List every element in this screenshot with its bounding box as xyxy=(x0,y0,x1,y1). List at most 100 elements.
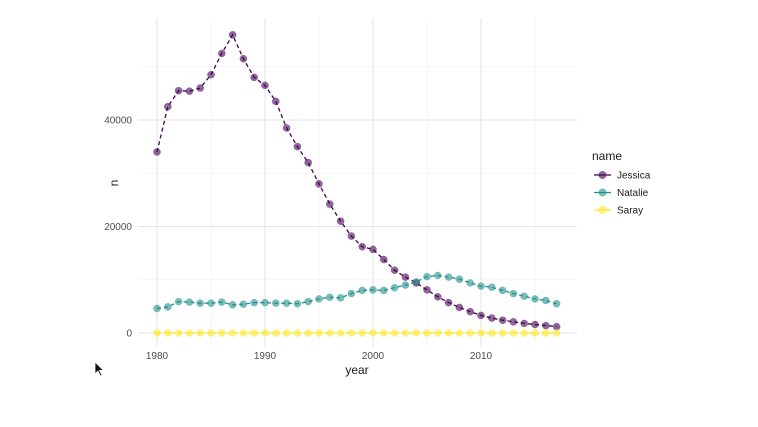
data-point-jessica xyxy=(498,316,507,325)
data-point-jessica xyxy=(239,54,248,63)
data-point-natalie xyxy=(347,289,356,298)
data-point-jessica xyxy=(466,307,475,316)
data-point-saray xyxy=(531,329,539,337)
data-point-natalie xyxy=(358,286,367,295)
data-point-jessica xyxy=(401,273,410,281)
data-point-natalie xyxy=(520,292,529,301)
data-point-natalie xyxy=(304,297,313,306)
data-point-saray xyxy=(315,329,323,337)
data-point-saray xyxy=(239,329,248,337)
data-point-natalie xyxy=(261,298,269,307)
data-point-saray xyxy=(336,329,345,337)
series-layer xyxy=(153,30,561,337)
data-point-natalie xyxy=(239,300,248,309)
data-point-jessica xyxy=(271,97,280,106)
data-point-saray xyxy=(261,329,269,337)
data-point-jessica xyxy=(304,158,313,167)
series-line-jessica xyxy=(156,33,557,328)
data-point-saray xyxy=(207,329,215,337)
data-point-jessica xyxy=(196,84,205,92)
data-point-jessica xyxy=(509,317,518,326)
data-point-jessica xyxy=(379,255,388,264)
data-point-jessica xyxy=(390,266,399,275)
data-point-saray xyxy=(455,329,464,337)
legend-title: name xyxy=(592,149,622,163)
data-point-saray xyxy=(487,329,496,337)
data-point-jessica xyxy=(423,286,431,294)
data-point-saray xyxy=(412,329,421,337)
data-point-natalie xyxy=(250,298,259,307)
legend-items: Jessica Natalie Saray xyxy=(594,171,651,217)
data-point-saray xyxy=(423,329,431,337)
data-point-jessica xyxy=(185,87,194,96)
data-point-jessica xyxy=(552,322,561,331)
legend-label: Saray xyxy=(617,206,643,217)
data-point-natalie xyxy=(455,275,464,284)
data-point-jessica xyxy=(520,319,529,328)
data-point-saray xyxy=(477,329,485,337)
data-point-saray xyxy=(379,329,388,337)
data-point-saray xyxy=(347,329,356,337)
data-point-natalie xyxy=(271,299,280,308)
data-point-natalie xyxy=(282,299,291,308)
data-point-jessica xyxy=(282,124,291,132)
data-point-jessica xyxy=(347,232,356,240)
data-point-natalie xyxy=(541,296,550,305)
data-point-saray xyxy=(293,329,302,337)
data-point-natalie xyxy=(228,300,237,309)
data-point-natalie xyxy=(423,272,431,281)
data-point-natalie xyxy=(174,297,183,306)
y-tick-label: 40000 xyxy=(104,116,132,127)
legend-item-jessica: Jessica xyxy=(594,171,651,182)
data-point-jessica xyxy=(217,49,226,58)
data-point-saray xyxy=(433,329,442,337)
data-point-natalie xyxy=(185,298,194,306)
data-point-jessica xyxy=(433,292,442,301)
data-point-natalie xyxy=(433,271,442,280)
data-point-jessica xyxy=(369,245,377,254)
data-point-natalie xyxy=(315,295,323,303)
data-point-natalie xyxy=(477,282,485,290)
data-point-saray xyxy=(509,329,518,337)
data-point-jessica xyxy=(163,102,172,111)
data-point-jessica xyxy=(487,314,496,322)
legend-key-point xyxy=(598,188,607,197)
data-point-saray xyxy=(401,329,410,337)
data-point-natalie xyxy=(498,286,507,295)
legend-label: Jessica xyxy=(617,171,651,182)
data-point-jessica xyxy=(358,242,367,251)
major-gridlines xyxy=(138,18,577,347)
data-point-saray xyxy=(163,329,172,337)
data-point-saray xyxy=(325,329,334,337)
data-point-saray xyxy=(217,329,226,337)
data-point-jessica xyxy=(541,321,550,330)
data-point-natalie xyxy=(369,286,377,294)
data-point-jessica xyxy=(455,303,464,312)
data-point-natalie xyxy=(207,299,215,308)
data-point-saray xyxy=(153,329,161,337)
data-point-saray xyxy=(304,329,313,337)
data-point-saray xyxy=(444,329,453,337)
data-point-jessica xyxy=(207,70,215,79)
series-natalie xyxy=(153,271,561,313)
legend: name Jessica Natalie Saray xyxy=(592,149,651,217)
x-axis-tick-labels: 1980 1990 2000 2010 xyxy=(146,351,493,362)
data-point-saray xyxy=(369,329,377,337)
data-point-jessica xyxy=(325,200,334,208)
y-axis-title: n xyxy=(107,180,121,187)
data-point-jessica xyxy=(153,148,161,156)
data-point-saray xyxy=(271,329,280,337)
data-point-jessica xyxy=(250,73,259,82)
data-point-natalie xyxy=(390,283,399,292)
x-tick-label: 2010 xyxy=(470,351,493,362)
data-point-natalie xyxy=(293,299,302,308)
data-point-jessica xyxy=(444,298,453,307)
data-point-natalie xyxy=(552,299,561,308)
data-point-saray xyxy=(358,329,367,337)
y-axis-tick-labels: 0 20000 40000 xyxy=(104,116,132,340)
data-point-saray xyxy=(552,329,561,337)
y-tick-label: 20000 xyxy=(104,222,132,233)
legend-item-natalie: Natalie xyxy=(594,188,649,199)
x-axis-title: year xyxy=(345,363,368,377)
